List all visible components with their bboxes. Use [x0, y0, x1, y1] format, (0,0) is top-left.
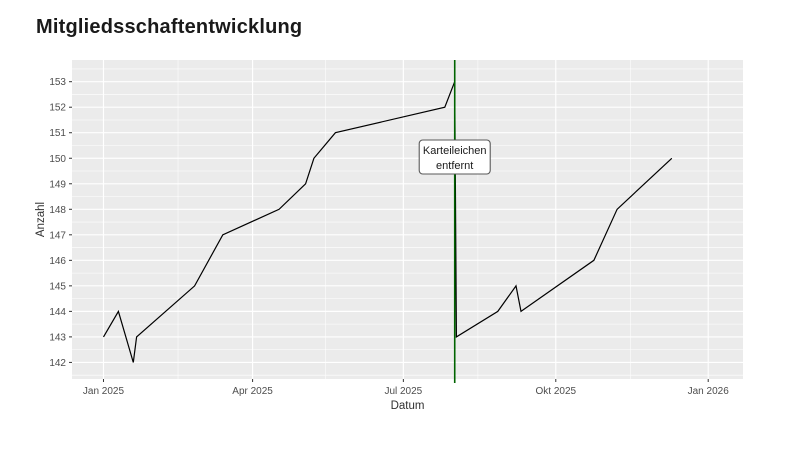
y-tick-label: 144 — [49, 307, 66, 318]
y-tick-label: 148 — [49, 205, 66, 216]
event-label-line-1: Karteileichen — [423, 145, 487, 157]
y-tick-label: 149 — [49, 179, 66, 190]
y-tick-label: 145 — [49, 281, 66, 292]
x-tick-label: Apr 2025 — [232, 386, 273, 397]
event-label-box: Karteileichen entfernt — [418, 139, 491, 175]
y-tick-label: 153 — [49, 77, 66, 88]
y-tick-label: 146 — [49, 256, 66, 267]
plot-panel — [72, 60, 743, 379]
y-tick-label: 151 — [49, 128, 66, 139]
x-tick-label: Jul 2025 — [384, 386, 422, 397]
x-tick-label: Jan 2026 — [688, 386, 730, 397]
x-axis: Jan 2025 Apr 2025 Jul 2025 Okt 2025 Jan 2026 — [83, 379, 729, 397]
y-axis: 142 143 144 145 146 147 148 149 150 151 152 153 — [49, 77, 72, 369]
x-tick-label: Jan 2025 — [83, 386, 125, 397]
y-tick-label: 152 — [49, 103, 66, 114]
y-tick-label: 147 — [49, 230, 66, 241]
event-label-line-2: entfernt — [436, 160, 473, 172]
x-axis-title: Datum — [391, 400, 425, 412]
y-tick-label: 142 — [49, 358, 66, 369]
y-tick-label: 143 — [49, 332, 66, 343]
y-axis-title: Anzahl — [35, 202, 47, 237]
chart-title: Mitgliedsschaftentwicklung — [36, 16, 303, 38]
y-tick-label: 150 — [49, 154, 66, 165]
x-tick-label: Okt 2025 — [535, 386, 576, 397]
gridlines — [72, 60, 743, 379]
data-line — [102, 81, 673, 363]
